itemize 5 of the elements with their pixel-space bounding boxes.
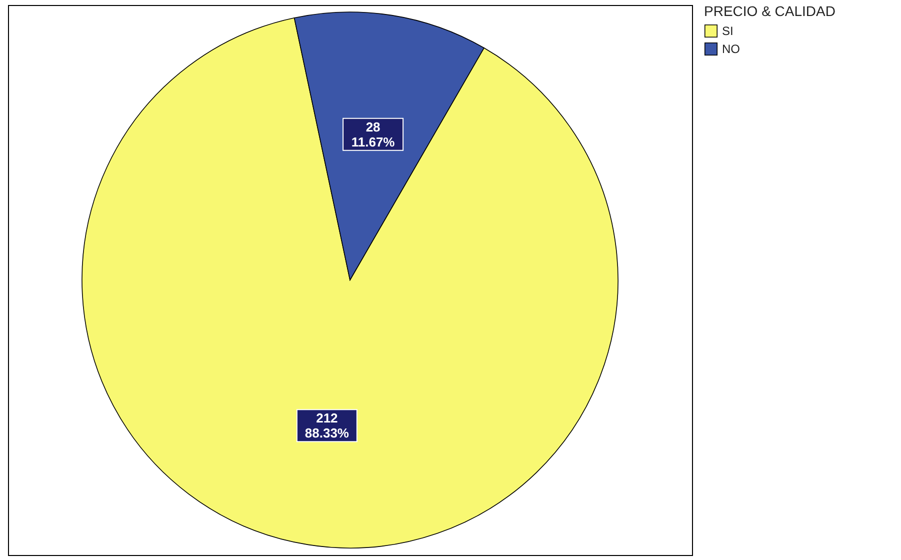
data-label: 28 11.67%	[351, 119, 396, 150]
legend-label: SI	[722, 24, 734, 38]
legend-label: NO	[722, 42, 740, 56]
data-label: 212 88.33%	[304, 410, 350, 441]
legend-title: PRECIO & CALIDAD	[704, 3, 836, 19]
